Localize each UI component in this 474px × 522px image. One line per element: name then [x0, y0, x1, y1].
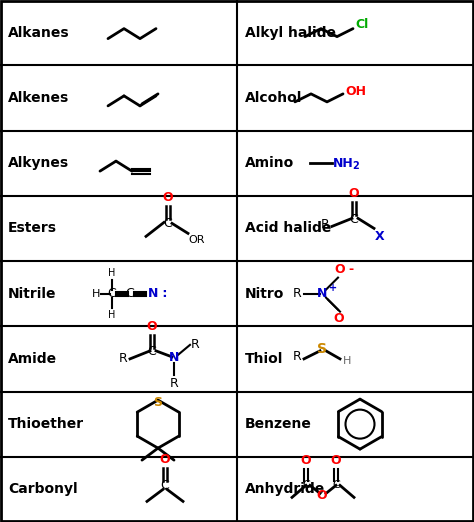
Text: O: O — [163, 192, 173, 205]
Text: C: C — [108, 287, 117, 300]
Text: O: O — [331, 454, 341, 467]
Text: C: C — [164, 217, 173, 230]
Text: H: H — [109, 268, 116, 278]
Text: N: N — [169, 351, 179, 364]
Text: H: H — [91, 289, 100, 299]
Text: OR: OR — [188, 235, 204, 245]
Text: Nitrile: Nitrile — [8, 287, 56, 301]
Text: Alkenes: Alkenes — [8, 91, 69, 105]
Text: S: S — [317, 342, 327, 356]
Text: C: C — [302, 480, 310, 490]
Text: C: C — [147, 346, 156, 359]
Text: O: O — [334, 312, 344, 325]
Text: Alkyl halide: Alkyl halide — [245, 26, 336, 40]
Text: Amide: Amide — [8, 352, 57, 366]
Text: C: C — [161, 479, 169, 492]
Text: O: O — [349, 187, 359, 200]
Text: N: N — [317, 287, 327, 300]
Text: -: - — [348, 263, 353, 276]
Text: Nitro: Nitro — [245, 287, 284, 301]
Text: C: C — [332, 480, 340, 490]
Text: R: R — [293, 350, 302, 363]
Text: N: N — [148, 287, 158, 300]
Text: H: H — [343, 356, 351, 366]
Text: R: R — [119, 352, 128, 365]
Text: O: O — [160, 454, 170, 466]
Text: R: R — [191, 338, 200, 351]
Text: Alkanes: Alkanes — [8, 26, 70, 40]
Text: O: O — [317, 489, 328, 502]
Text: Carbonyl: Carbonyl — [8, 482, 78, 496]
Text: R: R — [293, 287, 302, 300]
Text: C: C — [126, 287, 134, 300]
Text: O: O — [146, 320, 157, 333]
Text: Cl: Cl — [355, 18, 368, 31]
Text: Anhydride: Anhydride — [245, 482, 325, 496]
Text: +: + — [329, 282, 337, 293]
Text: R: R — [170, 377, 178, 390]
Text: S: S — [154, 396, 163, 409]
Text: X: X — [375, 230, 384, 243]
Text: Esters: Esters — [8, 221, 57, 235]
Text: O: O — [335, 263, 346, 276]
Text: Acid halide: Acid halide — [245, 221, 331, 235]
Text: O: O — [301, 454, 311, 467]
Text: R: R — [321, 218, 330, 231]
Text: H: H — [109, 310, 116, 319]
Text: NH: NH — [333, 157, 354, 170]
Text: Benzene: Benzene — [245, 417, 312, 431]
Text: OH: OH — [345, 86, 366, 98]
Text: 2: 2 — [352, 161, 359, 171]
Text: Alcohol: Alcohol — [245, 91, 302, 105]
Text: Alkynes: Alkynes — [8, 156, 69, 170]
Text: :: : — [158, 287, 167, 300]
Text: Amino: Amino — [245, 156, 294, 170]
Text: C: C — [350, 213, 358, 226]
Text: Thioether: Thioether — [8, 417, 84, 431]
Text: Thiol: Thiol — [245, 352, 283, 366]
